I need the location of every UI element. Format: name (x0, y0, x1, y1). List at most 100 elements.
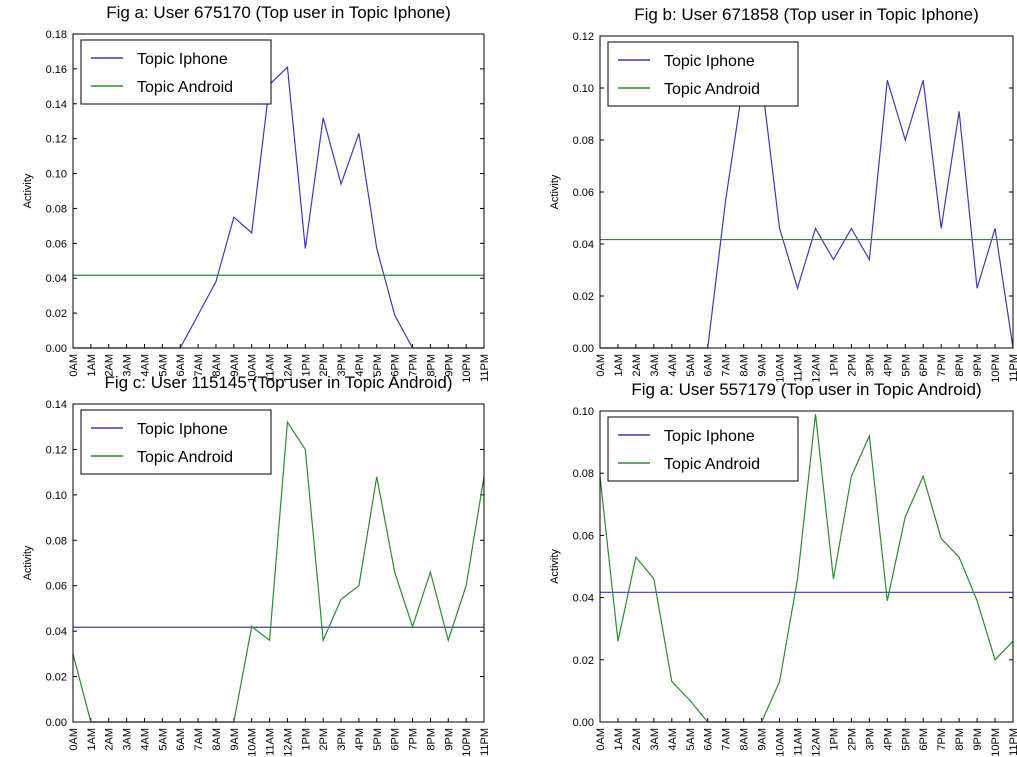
legend-label: Topic Android (137, 79, 233, 96)
legend-label: Topic Iphone (137, 421, 228, 438)
y-tick-label: 0.04 (573, 593, 594, 605)
x-tick-label: 4AM (139, 354, 151, 377)
x-tick-label: 12AM (282, 728, 294, 757)
x-tick-label: 4AM (139, 728, 151, 751)
x-tick-label: 11AM (793, 728, 805, 756)
legend-box (607, 416, 799, 482)
x-tick-label: 5PM (372, 354, 384, 377)
x-tick-label: 0AM (68, 728, 80, 751)
x-tick-label: 11AM (793, 354, 805, 382)
series-line (73, 65, 484, 349)
x-tick-label: 10PM (461, 354, 473, 383)
y-tick-label: 0.06 (46, 581, 67, 593)
chart-title: Fig a: User 557179 (Top user in Topic An… (631, 380, 981, 399)
y-tick-label: 0.10 (573, 406, 594, 418)
y-tick-label: 0.04 (573, 239, 594, 251)
x-tick-label: 9PM (972, 354, 984, 377)
x-tick-label: 5AM (157, 728, 169, 751)
x-tick-label: 8AM (211, 728, 223, 751)
x-tick-label: 5AM (685, 354, 697, 377)
x-tick-label: 1PM (300, 354, 312, 377)
y-tick-label: 0.06 (573, 530, 594, 542)
y-tick-label: 0.08 (573, 468, 594, 480)
plot-frame (599, 35, 1014, 349)
x-tick-label: 9PM (972, 728, 984, 751)
x-tick-label: 4AM (667, 354, 679, 377)
x-tick-label: 3PM (864, 728, 876, 751)
y-tick-label: 0.12 (46, 444, 67, 456)
x-tick-label: 2PM (846, 354, 858, 377)
y-tick-label: 0.02 (573, 655, 594, 667)
x-tick-label: 8AM (739, 728, 751, 751)
x-tick-label: 10AM (775, 728, 787, 757)
x-tick-label: 8AM (211, 354, 223, 377)
x-tick-label: 1PM (300, 728, 312, 751)
plot-frame (599, 410, 1014, 723)
y-tick-label: 0.18 (46, 29, 67, 41)
x-tick-label: 9PM (443, 354, 455, 377)
y-tick-label: 0.12 (573, 31, 594, 43)
x-tick-label: 6PM (390, 354, 402, 377)
x-tick-label: 5PM (900, 728, 912, 751)
y-tick-label: 0.00 (46, 343, 67, 355)
x-tick-label: 9AM (757, 354, 769, 377)
y-tick-label: 0.00 (573, 717, 594, 729)
x-tick-label: 1AM (613, 728, 625, 751)
x-tick-label: 8PM (425, 354, 437, 377)
legend-label: Topic Iphone (664, 428, 755, 445)
x-tick-label: 3AM (122, 354, 134, 377)
legend-label: Topic Android (664, 81, 760, 98)
legend-box (80, 409, 272, 475)
y-tick-label: 0.02 (46, 672, 67, 684)
x-tick-label: 5PM (372, 728, 384, 751)
x-tick-label: 11AM (265, 354, 277, 382)
x-tick-label: 2AM (631, 728, 643, 751)
y-tick-label: 0.16 (46, 64, 67, 76)
x-tick-label: 9PM (443, 728, 455, 751)
x-tick-label: 0AM (595, 354, 607, 377)
x-tick-label: 11PM (1008, 728, 1017, 756)
legend-label: Topic Android (664, 456, 760, 473)
y-tick-label: 0.08 (46, 535, 67, 547)
x-tick-label: 10AM (247, 728, 259, 757)
x-tick-label: 1PM (828, 728, 840, 751)
x-tick-label: 12AM (282, 354, 294, 383)
y-axis-label: Activity (22, 545, 34, 580)
y-tick-label: 0.06 (46, 238, 67, 250)
x-tick-label: 6AM (175, 354, 187, 377)
chart-title: Fig b: User 671858 (Top user in Topic Ip… (634, 5, 979, 24)
x-tick-label: 12AM (810, 728, 822, 757)
x-tick-label: 9AM (757, 728, 769, 751)
x-tick-label: 8PM (425, 728, 437, 751)
legend-label: Topic Android (137, 449, 233, 466)
x-tick-label: 7PM (408, 728, 420, 751)
x-tick-label: 10AM (247, 354, 259, 383)
x-tick-label: 4PM (354, 354, 366, 377)
x-tick-label: 0AM (595, 728, 607, 751)
x-tick-label: 8PM (954, 354, 966, 377)
x-tick-label: 10PM (990, 354, 1002, 383)
x-tick-label: 7AM (721, 728, 733, 751)
x-tick-label: 2AM (104, 728, 116, 751)
x-tick-label: 7AM (721, 354, 733, 377)
legend-label: Topic Iphone (137, 51, 228, 68)
x-tick-label: 4AM (667, 728, 679, 751)
x-tick-label: 10PM (461, 728, 473, 757)
x-tick-label: 1AM (86, 354, 98, 377)
x-tick-label: 10PM (990, 728, 1002, 757)
x-tick-label: 2AM (631, 354, 643, 377)
x-tick-label: 11PM (479, 354, 491, 382)
y-tick-label: 0.10 (573, 83, 594, 95)
x-tick-label: 6PM (918, 728, 930, 751)
x-tick-label: 12AM (810, 354, 822, 383)
x-tick-label: 5AM (157, 354, 169, 377)
x-tick-label: 1AM (613, 354, 625, 377)
chart-title: Fig a: User 675170 (Top user in Topic Ip… (106, 3, 451, 22)
x-tick-label: 7PM (936, 728, 948, 751)
x-tick-label: 1PM (828, 354, 840, 377)
x-tick-label: 6AM (703, 728, 715, 751)
series-line (599, 414, 1014, 723)
series-line (600, 79, 1014, 349)
y-axis-label: Activity (549, 549, 561, 584)
legend-label: Topic Iphone (664, 53, 755, 70)
